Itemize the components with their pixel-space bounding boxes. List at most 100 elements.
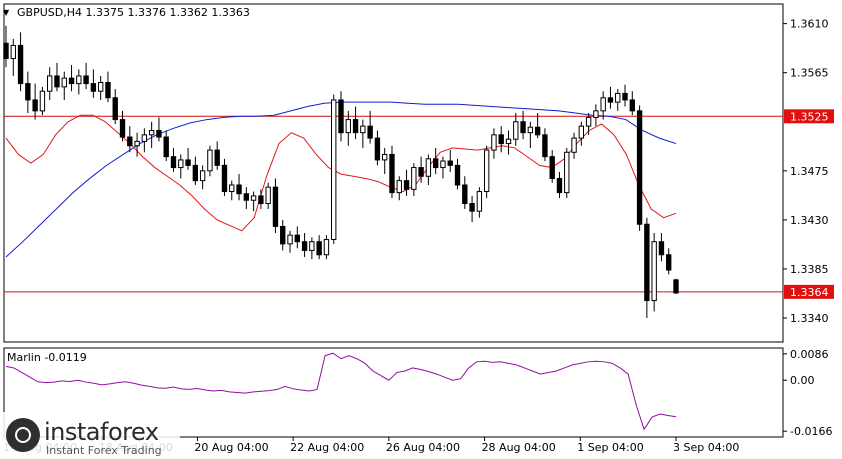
candle <box>83 62 89 90</box>
time-tick-label: 28 Aug 04:00 <box>482 441 556 454</box>
candle-body <box>636 110 643 225</box>
candle-body <box>250 195 257 201</box>
candle-body <box>476 191 483 212</box>
candle <box>272 178 279 233</box>
candle-body <box>323 239 330 256</box>
candle-body <box>425 158 432 177</box>
candle <box>615 89 621 111</box>
candle-body <box>229 184 235 193</box>
candle <box>163 130 169 162</box>
candle-body <box>207 149 213 172</box>
candle <box>382 147 388 175</box>
candle <box>323 235 330 260</box>
candle <box>338 91 344 142</box>
candle <box>578 121 585 146</box>
candle-body <box>214 149 220 166</box>
candle <box>469 195 475 223</box>
candle-body <box>585 116 592 127</box>
candle <box>156 117 162 142</box>
candle-body <box>447 160 453 166</box>
candle <box>476 187 483 218</box>
time-tick-label: 1 Sep 04:00 <box>577 441 643 454</box>
logo-name: instaforex <box>44 418 159 446</box>
candle-body <box>556 177 563 194</box>
candle-body <box>578 125 585 139</box>
candle-body <box>571 137 577 153</box>
candle <box>666 248 672 275</box>
candle <box>651 232 657 312</box>
candle <box>600 91 606 120</box>
candle <box>440 156 446 179</box>
candle-body <box>280 225 286 245</box>
candle-body <box>47 75 53 92</box>
candle-body <box>272 186 279 227</box>
price-tick-label: 1.3430 <box>790 214 829 227</box>
candle-body <box>68 77 75 85</box>
candle <box>411 163 417 196</box>
candle-body <box>178 159 184 169</box>
candle <box>192 156 199 185</box>
price-pane[interactable] <box>3 3 784 343</box>
candle <box>47 67 53 100</box>
candle-body <box>527 126 534 134</box>
candle-body <box>360 125 366 134</box>
candle-body <box>389 153 395 194</box>
candle <box>178 154 184 179</box>
candle <box>221 158 228 196</box>
candle <box>564 147 570 199</box>
candle-body <box>338 99 344 134</box>
candle-body <box>309 241 315 251</box>
candle <box>97 75 104 100</box>
candle <box>556 171 563 199</box>
candle <box>309 237 315 260</box>
candle <box>61 71 67 100</box>
candle-body <box>651 241 657 302</box>
candle <box>301 232 308 257</box>
candle-body <box>593 110 599 118</box>
candle-body <box>316 241 322 256</box>
candle-body <box>600 97 606 112</box>
candle <box>454 158 461 190</box>
symbol-header: GBPUSD,H4 1.3375 1.3376 1.3362 1.3363 <box>17 6 250 19</box>
time-tick-label: 3 Sep 04:00 <box>673 441 739 454</box>
candle <box>68 65 75 92</box>
candle-body <box>258 195 264 205</box>
marlin-line <box>5 352 677 431</box>
candle-body <box>345 119 351 134</box>
candle-body <box>221 164 228 193</box>
chart-menu-icon[interactable]: ▼ <box>3 8 10 17</box>
candle <box>673 278 679 295</box>
candle <box>483 145 490 199</box>
candle-body <box>411 167 417 190</box>
candle <box>360 119 366 148</box>
candle <box>112 89 118 124</box>
price-tick-label: 1.3475 <box>790 165 829 178</box>
level-price-label: 1.3525 <box>790 110 829 123</box>
time-tick-label: 20 Aug 04:00 <box>194 441 268 454</box>
candle <box>403 169 410 196</box>
candle <box>207 145 213 177</box>
candle <box>119 110 126 142</box>
candle-body <box>666 254 672 271</box>
candle <box>54 62 60 92</box>
candle-body <box>3 42 9 60</box>
candle-body <box>83 75 89 85</box>
candle-body <box>658 241 665 256</box>
candle <box>534 113 541 139</box>
candle-body <box>170 156 177 169</box>
candle-body <box>32 99 38 112</box>
candle-body <box>163 136 169 158</box>
instaforex-logo: instaforex Instant Forex Trading <box>0 412 180 459</box>
price-tick-label: 1.3610 <box>790 18 829 31</box>
candle <box>294 226 300 249</box>
candle-body <box>112 97 118 121</box>
candle <box>425 154 432 185</box>
candle <box>25 71 31 114</box>
candle-body <box>403 180 410 190</box>
candle <box>432 147 439 175</box>
candle <box>170 147 177 172</box>
candle-body <box>90 83 97 92</box>
candle <box>549 150 555 183</box>
price-tick-label: 1.3340 <box>790 312 829 325</box>
